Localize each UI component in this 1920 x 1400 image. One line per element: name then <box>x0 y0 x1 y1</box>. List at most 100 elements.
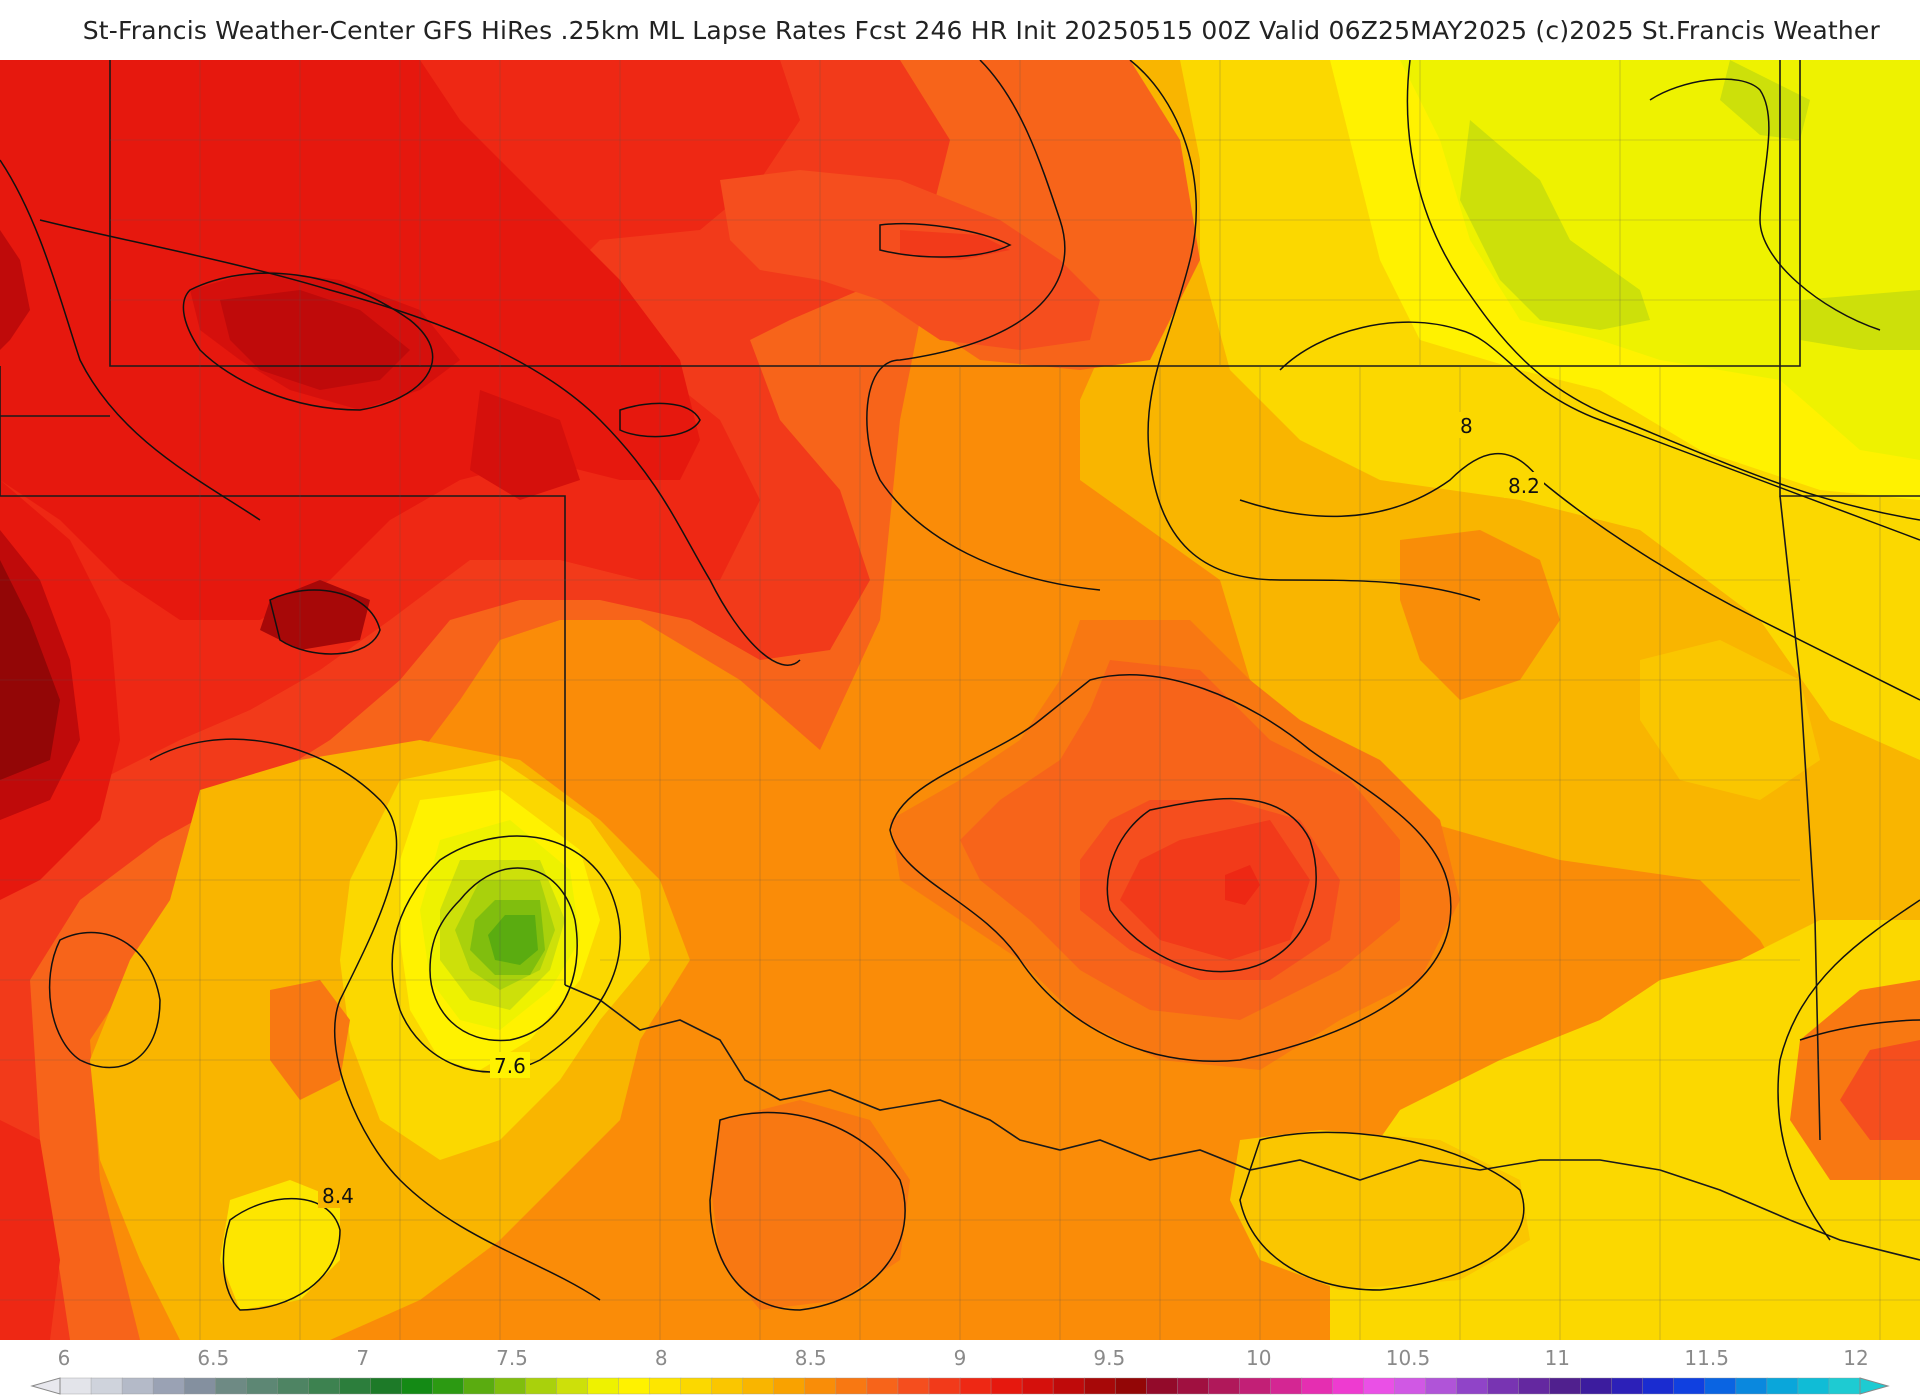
legend-swatch <box>432 1377 465 1395</box>
isoline-south-lobe <box>709 1111 906 1311</box>
legend-swatch <box>649 1377 682 1395</box>
legend-tick-label: 11.5 <box>1684 1346 1729 1370</box>
isoline-8-2 <box>1239 453 1920 701</box>
boundary-north-1 <box>109 60 1801 367</box>
legend-swatch <box>680 1377 713 1395</box>
legend-swatch <box>1208 1377 1241 1395</box>
legend-swatch <box>928 1377 961 1395</box>
legend-swatch <box>1735 1377 1768 1395</box>
legend-swatch <box>339 1377 372 1395</box>
band-sw-deep-green <box>488 915 538 965</box>
legend-graphic: 6 6.5 7 7.5 8 8.5 9 9.5 10 10.5 11 11.5 12 <box>30 1346 1890 1395</box>
isoline-4 <box>866 60 1101 591</box>
isoline-green-core <box>429 867 578 1042</box>
isoline-se-1 <box>1239 1131 1525 1291</box>
isoline-west-loop-2 <box>269 589 381 655</box>
isoline-sw-1 <box>222 1197 341 1311</box>
legend-swatch <box>1052 1377 1085 1395</box>
isoline-west-ridge <box>0 159 261 521</box>
legend-swatch <box>1394 1377 1427 1395</box>
legend-swatch <box>556 1377 589 1395</box>
legend-tick-label: 10.5 <box>1386 1346 1431 1370</box>
legend-swatch <box>959 1377 992 1395</box>
legend-high-arrow <box>1859 1377 1890 1395</box>
isoline-west-loop-1 <box>182 272 434 411</box>
legend-swatch <box>401 1377 434 1395</box>
isoline-sw-2 <box>48 931 161 1069</box>
legend-swatch <box>463 1377 496 1395</box>
boundary-red-river <box>564 984 1920 1261</box>
legend-swatch <box>835 1377 868 1395</box>
legend-swatch <box>1177 1377 1210 1395</box>
legend-swatch <box>277 1377 310 1395</box>
legend-swatch <box>1673 1377 1706 1395</box>
legend-swatch <box>1704 1377 1737 1395</box>
legend-swatch <box>90 1377 123 1395</box>
legend-swatch <box>59 1377 92 1395</box>
color-scale-legend: 6 6.5 7 7.5 8 8.5 9 9.5 10 10.5 11 11.5 12 <box>0 1340 1920 1400</box>
legend-swatch <box>1239 1377 1272 1395</box>
legend-swatch <box>990 1377 1023 1395</box>
band-ne-pale-yellow <box>1400 60 1920 460</box>
legend-swatch <box>587 1377 620 1395</box>
band-se-red <box>1840 1040 1920 1140</box>
legend-swatch <box>866 1377 899 1395</box>
legend-swatch <box>1487 1377 1520 1395</box>
contour-label-8: 8 <box>1460 414 1473 438</box>
legend-swatch <box>1301 1377 1334 1395</box>
band-sw-red <box>0 1120 60 1340</box>
legend-swatch <box>1611 1377 1644 1395</box>
legend-swatch <box>1828 1377 1861 1395</box>
legend-swatch <box>1146 1377 1179 1395</box>
legend-swatch <box>525 1377 558 1395</box>
band-west-edge-top <box>0 230 30 350</box>
legend-swatch <box>1518 1377 1551 1395</box>
band-north-center-red-2 <box>900 230 1010 260</box>
band-south-dark-orange <box>710 1100 910 1310</box>
boundary-east <box>1779 495 1821 1141</box>
legend-tick-label: 7 <box>356 1346 369 1370</box>
legend-tick-label: 6 <box>58 1346 71 1370</box>
band-sw-yellow-lobe <box>220 1180 340 1310</box>
filled-contours <box>0 60 1920 1340</box>
legend-tick-label: 10 <box>1246 1346 1271 1370</box>
legend-swatch <box>1766 1377 1799 1395</box>
lapse-rate-map: 8 8.2 7.6 8.4 <box>0 60 1920 1340</box>
band-north-center-red <box>720 170 1100 350</box>
isoline-central-inner <box>1106 797 1317 973</box>
legend-swatch <box>1797 1377 1830 1395</box>
contour-label-8-4: 8.4 <box>322 1184 354 1208</box>
isoline-1 <box>1406 60 1920 521</box>
legend-swatch <box>618 1377 651 1395</box>
boundary-west-2 <box>0 495 566 985</box>
isolines <box>0 60 1920 1311</box>
legend-swatch <box>1021 1377 1054 1395</box>
band-central-deep-red <box>1120 820 1310 960</box>
contour-label-8-2: 8.2 <box>1508 474 1540 498</box>
isoline-3 <box>1129 60 1481 601</box>
legend-swatch <box>1363 1377 1396 1395</box>
legend-swatch <box>742 1377 775 1395</box>
isoline-central-outer <box>889 673 1452 1062</box>
legend-swatch <box>773 1377 806 1395</box>
legend-swatch <box>121 1377 154 1395</box>
contour-labels: 8 8.2 7.6 8.4 <box>318 412 1544 1208</box>
legend-swatch <box>152 1377 185 1395</box>
isoline-8-4 <box>149 738 601 1301</box>
legend-swatch <box>897 1377 930 1395</box>
isoline-west-outer <box>39 219 801 666</box>
isoline-2 <box>1279 321 1920 541</box>
legend-swatch <box>183 1377 216 1395</box>
legend-low-arrow <box>30 1377 61 1395</box>
map-title: St-Francis Weather-Center GFS HiRes .25k… <box>82 16 1880 45</box>
isoline-se-2 <box>1799 1019 1920 1041</box>
state-boundaries <box>0 60 1920 1261</box>
legend-tick-label: 6.5 <box>197 1346 229 1370</box>
legend-swatch <box>1642 1377 1675 1395</box>
legend-swatch <box>1270 1377 1303 1395</box>
band-sw-orange-spot <box>270 980 350 1100</box>
legend-swatch <box>370 1377 403 1395</box>
legend-swatch <box>246 1377 279 1395</box>
band-east-mid-orange <box>1400 530 1560 700</box>
isoline-green-outer <box>391 835 621 1073</box>
